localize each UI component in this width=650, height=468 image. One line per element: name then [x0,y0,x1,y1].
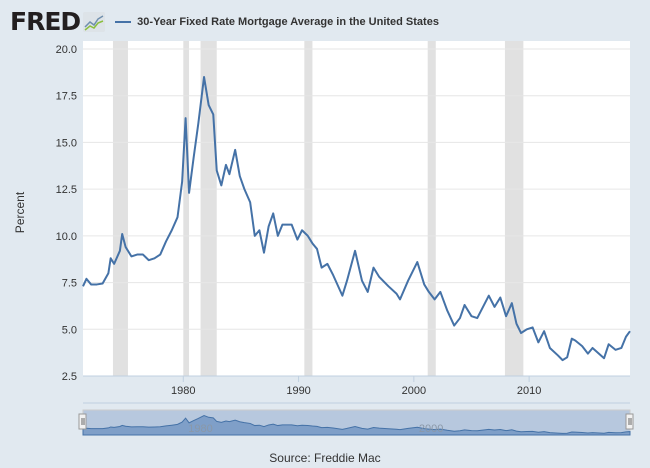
y-tick-label: 10.0 [56,231,77,243]
y-tick-label: 15.0 [56,137,77,149]
source-note: Source: Freddie Mac [269,451,381,465]
y-axis-label: Percent [13,191,27,233]
legend-series-label[interactable]: 30-Year Fixed Rate Mortgage Average in t… [137,15,439,28]
y-tick-label: 2.5 [62,371,77,383]
fred-chart-logo-icon [83,11,106,32]
header: FRED 30-Year Fixed Rate Mortgage Average… [10,7,439,36]
x-tick-label: 2000 [402,385,426,397]
navigator-tick-label: 2000 [419,423,443,435]
recession-band [183,41,190,376]
y-tick-label: 17.5 [56,91,77,103]
navigator-series [82,414,631,436]
recession-band [304,41,313,376]
recession-band [427,41,436,376]
x-tick-label: 1990 [286,385,310,397]
fred-logo[interactable]: FRED [10,7,81,36]
recession-band [504,41,524,376]
x-tick-label: 1980 [171,385,195,397]
navigator-tick-label: 1980 [188,423,212,435]
x-tick-label: 2010 [517,385,541,397]
plot-area [83,41,630,376]
y-tick-label: 5.0 [62,324,77,336]
y-tick-label: 7.5 [62,278,77,290]
y-tick-label: 12.5 [56,184,77,196]
y-tick-label: 20.0 [56,44,77,56]
recession-band [200,41,217,376]
recession-band [112,41,128,376]
legend-swatch [115,20,132,23]
